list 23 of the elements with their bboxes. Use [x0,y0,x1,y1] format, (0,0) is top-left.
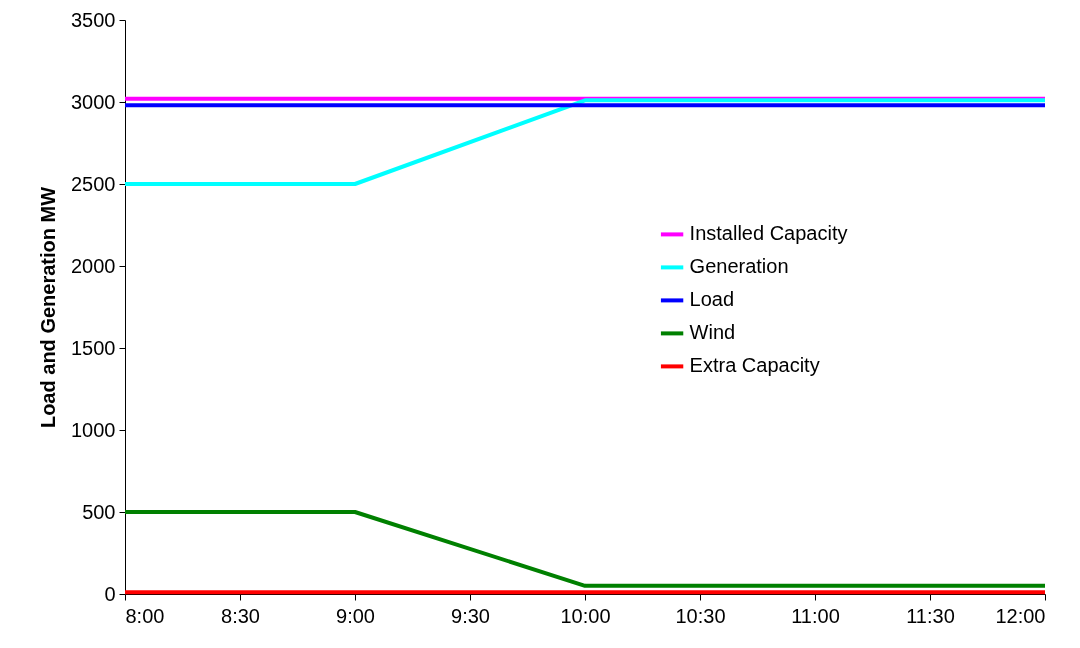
x-tick-label: 9:30 [451,604,490,627]
y-tick-label: 500 [82,500,116,523]
legend-label: Generation [689,255,789,278]
y-tick-label: 1500 [71,336,116,359]
x-tick-label: 10:30 [675,604,726,627]
y-axis-title: Load and Generation MW [37,186,60,429]
legend-label: Extra Capacity [689,354,820,377]
legend-label: Wind [689,321,736,344]
x-tick-label: 9:00 [336,604,375,627]
x-tick-label: 8:00 [125,604,165,627]
y-tick-label: 3500 [71,8,116,31]
x-tick-label: 8:30 [221,604,260,627]
legend-label: Installed Capacity [689,222,848,245]
y-tick-label: 1000 [71,418,116,441]
legend-label: Load [689,288,735,311]
x-tick-label: 12:00 [995,604,1046,627]
x-tick-label: 11:00 [791,604,840,627]
x-tick-label: 11:30 [906,604,955,627]
y-tick-label: 3000 [71,90,116,113]
y-tick-label: 0 [104,582,116,605]
y-tick-label: 2500 [71,172,116,195]
y-tick-label: 2000 [71,254,116,277]
x-tick-label: 10:00 [560,604,611,627]
